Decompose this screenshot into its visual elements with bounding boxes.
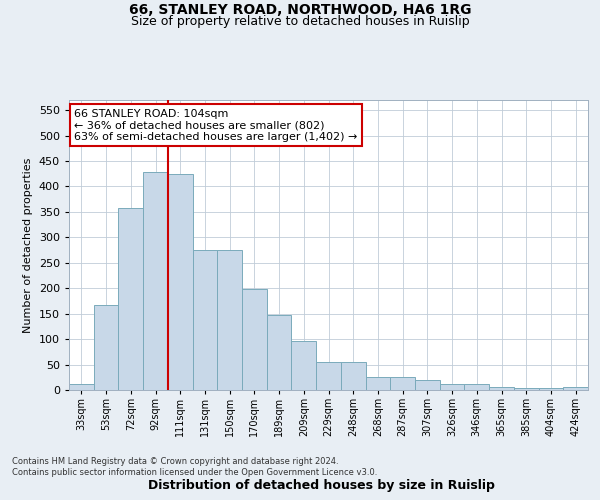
Text: Contains HM Land Registry data © Crown copyright and database right 2024.
Contai: Contains HM Land Registry data © Crown c… [12,458,377,477]
Bar [341,362,365,390]
Text: 66 STANLEY ROAD: 104sqm
← 36% of detached houses are smaller (802)
63% of semi-d: 66 STANLEY ROAD: 104sqm ← 36% of detache… [74,108,358,142]
Bar [464,384,489,390]
Bar [539,388,563,390]
Bar [94,304,118,390]
Text: 66, STANLEY ROAD, NORTHWOOD, HA6 1RG: 66, STANLEY ROAD, NORTHWOOD, HA6 1RG [129,2,471,16]
Bar [168,174,193,390]
Bar [390,377,415,390]
Bar [563,388,588,390]
Y-axis label: Number of detached properties: Number of detached properties [23,158,33,332]
Bar [143,172,168,390]
Bar [316,362,341,390]
Bar [365,377,390,390]
Bar [489,387,514,390]
Bar [415,380,440,390]
Bar [69,384,94,390]
Text: Distribution of detached houses by size in Ruislip: Distribution of detached houses by size … [148,480,494,492]
Bar [440,384,464,390]
Bar [267,314,292,390]
Text: Size of property relative to detached houses in Ruislip: Size of property relative to detached ho… [131,15,469,28]
Bar [292,341,316,390]
Bar [193,250,217,390]
Bar [514,388,539,390]
Bar [217,250,242,390]
Bar [118,208,143,390]
Bar [242,289,267,390]
